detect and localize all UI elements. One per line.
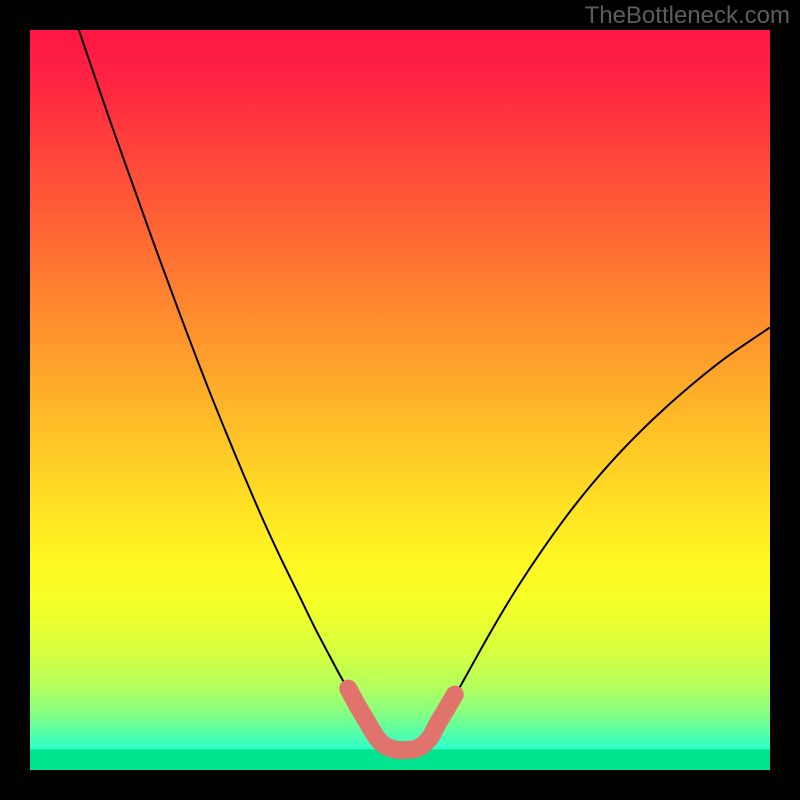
chart-gradient-background — [30, 30, 770, 770]
bottleneck-chart — [0, 0, 800, 800]
